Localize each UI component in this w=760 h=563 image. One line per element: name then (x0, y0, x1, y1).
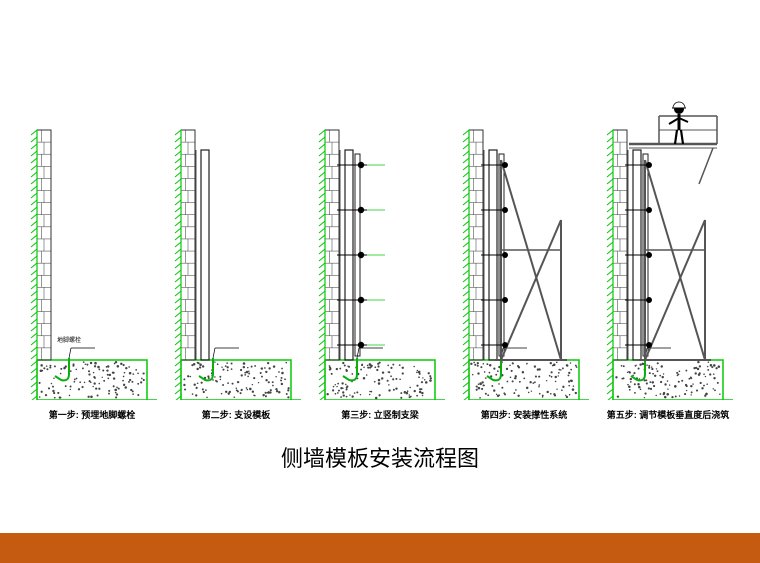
diagram-area: 地脚螺栓 (0, 0, 760, 400)
step4-label: 第四步: 安装撑性系统 (459, 408, 589, 421)
step1-svg (27, 80, 157, 400)
step5-label: 第五步: 调节模板垂直度后浇筑 (603, 408, 733, 421)
diagram-title: 侧墙模板安装流程图 (0, 441, 760, 473)
step-4 (459, 80, 589, 400)
step2-label: 第二步: 支设模板 (171, 408, 301, 421)
step4-svg (459, 80, 589, 400)
step2-svg (171, 80, 301, 400)
step-2 (171, 80, 301, 400)
step3-label: 第三步: 立竖制支梁 (315, 408, 445, 421)
step3-svg (315, 80, 445, 400)
step-1: 地脚螺栓 (27, 80, 157, 400)
step1-label: 第一步: 预埋地脚螺栓 (27, 408, 157, 421)
step-5 (603, 80, 733, 400)
step5-svg (603, 80, 733, 400)
step-3 (315, 80, 445, 400)
footer-band (0, 533, 760, 563)
labels-row: 第一步: 预埋地脚螺栓 第二步: 支设模板 第三步: 立竖制支梁 第四步: 安装… (0, 408, 760, 421)
step1-anno: 地脚螺栓 (57, 335, 81, 344)
